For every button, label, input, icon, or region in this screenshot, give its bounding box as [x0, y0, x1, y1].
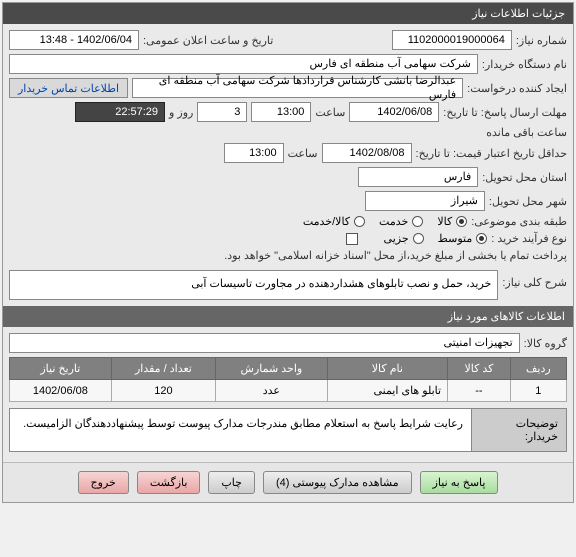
city-field: شیراز	[365, 191, 485, 211]
td-name: تابلو های ایمنی	[327, 380, 447, 402]
attachments-button[interactable]: مشاهده مدارک پیوستی (4)	[263, 471, 412, 494]
td-code: --	[448, 380, 511, 402]
deadline-time-field: 13:00	[251, 102, 311, 122]
td-idx: 1	[510, 380, 566, 402]
td-qty: 120	[111, 380, 215, 402]
need-desc-label: شرح کلی نیاز:	[502, 270, 567, 289]
process-label: نوع فرآیند خرید :	[491, 232, 567, 245]
respond-button[interactable]: پاسخ به نیاز	[420, 471, 499, 494]
goods-group-field: تجهیزات امنیتی	[9, 333, 520, 353]
announce-field: 1402/06/04 - 13:48	[9, 30, 139, 50]
category-opt-0: کالا	[437, 215, 452, 228]
deadline-date-field: 1402/06/08	[349, 102, 439, 122]
row-requester: ایجاد کننده درخواست: عبدالرضا بانشی کارش…	[9, 78, 567, 98]
category-radio-group: کالا خدمت کالا/خدمت	[303, 215, 467, 228]
buyer-note-text: رعایت شرایط پاسخ به استعلام مطابق مندرجا…	[10, 409, 471, 451]
print-button[interactable]: چاپ	[208, 471, 255, 494]
row-need-number: شماره نیاز: 1102000019000064 تاریخ و ساع…	[9, 30, 567, 50]
deadline-time-label: ساعت	[315, 106, 345, 119]
back-button[interactable]: بازگشت	[137, 471, 201, 494]
deadline-days-field: 3	[197, 102, 247, 122]
category-opt-2: کالا/خدمت	[303, 215, 350, 228]
panel-body: شماره نیاز: 1102000019000064 تاریخ و ساع…	[3, 24, 573, 458]
row-province: استان محل تحویل: فارس	[9, 167, 567, 187]
payment-checkbox-label: پرداخت تمام یا بخشی از مبلغ خرید،از محل …	[224, 249, 567, 262]
payment-checkbox[interactable]	[346, 233, 358, 245]
table-row: 1 -- تابلو های ایمنی عدد 120 1402/06/08	[10, 380, 567, 402]
radio-dot-icon	[456, 216, 467, 227]
th-idx: ردیف	[510, 358, 566, 380]
footer-buttons: پاسخ به نیاز مشاهده مدارک پیوستی (4) چاپ…	[3, 462, 573, 502]
deadline-remain-field: 22:57:29	[75, 102, 165, 122]
table-header-row: ردیف کد کالا نام کالا واحد شمارش تعداد /…	[10, 358, 567, 380]
goods-section-header: اطلاعات کالاهای مورد نیاز	[3, 306, 573, 327]
announce-label: تاریخ و ساعت اعلان عمومی:	[143, 34, 273, 47]
requester-field: عبدالرضا بانشی کارشناس قراردادها شرکت سه…	[132, 78, 463, 98]
process-radio-medium[interactable]: متوسط	[438, 232, 488, 245]
validity-label: حداقل تاریخ اعتبار قیمت: تا تاریخ:	[416, 147, 567, 160]
row-process: نوع فرآیند خرید : متوسط جزیی پرداخت تمام…	[9, 232, 567, 262]
city-label: شهر محل تحویل:	[489, 195, 567, 208]
th-qty: تعداد / مقدار	[111, 358, 215, 380]
category-opt-1: خدمت	[379, 215, 408, 228]
radio-dot-icon	[413, 233, 424, 244]
row-need-desc: شرح کلی نیاز: خرید، حمل و نصب تابلوهای ه…	[9, 270, 567, 300]
buyer-org-field: شرکت سهامی آب منطقه ای فارس	[9, 54, 478, 74]
process-radio-minor[interactable]: جزیی	[384, 232, 424, 245]
deadline-remain-label: ساعت باقی مانده	[486, 126, 567, 139]
radio-dot-icon	[412, 216, 423, 227]
deadline-days-label: روز و	[169, 106, 193, 119]
row-goods-group: گروه کالا: تجهیزات امنیتی	[9, 333, 567, 353]
need-number-field: 1102000019000064	[392, 30, 512, 50]
province-label: استان محل تحویل:	[482, 171, 567, 184]
th-unit: واحد شمارش	[216, 358, 328, 380]
buyer-note-box: توضیحات خریدار: رعایت شرایط پاسخ به استع…	[9, 408, 567, 452]
row-deadline: مهلت ارسال پاسخ: تا تاریخ: 1402/06/08 سا…	[9, 102, 567, 139]
category-radio-goods[interactable]: کالا	[437, 215, 467, 228]
row-city: شهر محل تحویل: شیراز	[9, 191, 567, 211]
process-opt-1: جزیی	[384, 232, 409, 245]
need-number-label: شماره نیاز:	[516, 34, 567, 47]
row-buyer-org: نام دستگاه خریدار: شرکت سهامی آب منطقه ا…	[9, 54, 567, 74]
buyer-note-label: توضیحات خریدار:	[471, 409, 566, 451]
th-code: کد کالا	[448, 358, 511, 380]
process-radio-group: متوسط جزیی	[384, 232, 488, 245]
radio-dot-icon	[354, 216, 365, 227]
category-label: طبقه بندی موضوعی:	[471, 215, 567, 228]
th-date: تاریخ نیاز	[10, 358, 112, 380]
panel-title: جزئیات اطلاعات نیاز	[3, 3, 573, 24]
category-radio-service[interactable]: خدمت	[379, 215, 423, 228]
contact-buyer-button[interactable]: اطلاعات تماس خریدار	[9, 78, 128, 98]
category-radio-both[interactable]: کالا/خدمت	[303, 215, 365, 228]
row-category: طبقه بندی موضوعی: کالا خدمت کالا/خدمت	[9, 215, 567, 228]
td-date: 1402/06/08	[10, 380, 112, 402]
province-field: فارس	[358, 167, 478, 187]
validity-time-field: 13:00	[224, 143, 284, 163]
validity-date-field: 1402/08/08	[322, 143, 412, 163]
goods-group-label: گروه کالا:	[524, 337, 567, 350]
need-details-panel: جزئیات اطلاعات نیاز شماره نیاز: 11020000…	[2, 2, 574, 503]
goods-table: ردیف کد کالا نام کالا واحد شمارش تعداد /…	[9, 357, 567, 402]
row-validity: حداقل تاریخ اعتبار قیمت: تا تاریخ: 1402/…	[9, 143, 567, 163]
deadline-label: مهلت ارسال پاسخ: تا تاریخ:	[443, 106, 567, 119]
th-name: نام کالا	[327, 358, 447, 380]
validity-time-label: ساعت	[288, 147, 318, 160]
requester-label: ایجاد کننده درخواست:	[467, 82, 567, 95]
radio-dot-icon	[476, 233, 487, 244]
exit-button[interactable]: خروج	[78, 471, 129, 494]
td-unit: عدد	[216, 380, 328, 402]
process-opt-0: متوسط	[438, 232, 473, 245]
need-desc-box: خرید، حمل و نصب تابلوهای هشداردهنده در م…	[9, 270, 498, 300]
buyer-org-label: نام دستگاه خریدار:	[482, 58, 567, 71]
